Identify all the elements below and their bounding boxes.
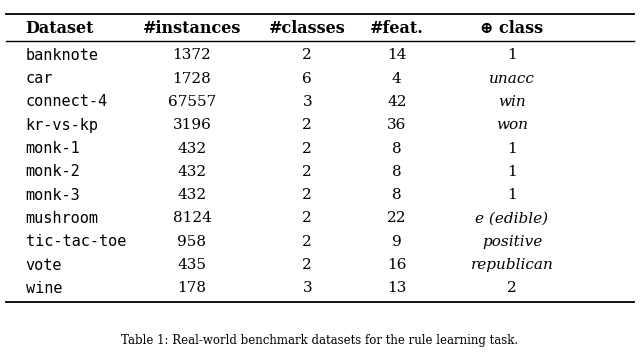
Text: 3: 3 [302,95,312,109]
Text: wine: wine [26,281,62,296]
Text: 435: 435 [177,258,207,272]
Text: won: won [496,118,528,132]
Text: car: car [26,71,53,86]
Text: 67557: 67557 [168,95,216,109]
Text: 1: 1 [507,48,517,62]
Text: 2: 2 [302,165,312,179]
Text: 36: 36 [387,118,406,132]
Text: ⊕ class: ⊕ class [481,20,543,37]
Text: 2: 2 [302,235,312,249]
Text: win: win [498,95,526,109]
Text: republican: republican [470,258,554,272]
Text: e (edible): e (edible) [476,212,548,225]
Text: 1: 1 [507,142,517,155]
Text: 2: 2 [302,258,312,272]
Text: 2: 2 [302,118,312,132]
Text: 8124: 8124 [173,212,211,225]
Text: 42: 42 [387,95,406,109]
Text: 1728: 1728 [173,72,211,86]
Text: 22: 22 [387,212,406,225]
Text: kr-vs-kp: kr-vs-kp [26,118,99,133]
Text: #instances: #instances [143,20,241,37]
Text: 178: 178 [177,281,207,295]
Text: 2: 2 [302,142,312,155]
Text: tic-tac-toe: tic-tac-toe [26,234,126,249]
Text: #classes: #classes [269,20,346,37]
Text: unacc: unacc [489,72,535,86]
Text: 1372: 1372 [173,48,211,62]
Text: 9: 9 [392,235,402,249]
Text: 13: 13 [387,281,406,295]
Text: 4: 4 [392,72,402,86]
Text: 2: 2 [302,48,312,62]
Text: 958: 958 [177,235,207,249]
Text: 1: 1 [507,165,517,179]
Text: 2: 2 [302,212,312,225]
Text: 432: 432 [177,142,207,155]
Text: 16: 16 [387,258,406,272]
Text: mushroom: mushroom [26,211,99,226]
Text: monk-1: monk-1 [26,141,81,156]
Text: Dataset: Dataset [26,20,94,37]
Text: 432: 432 [177,188,207,202]
Text: 6: 6 [302,72,312,86]
Text: 3196: 3196 [173,118,211,132]
Text: 8: 8 [392,165,402,179]
Text: #feat.: #feat. [370,20,424,37]
Text: 14: 14 [387,48,406,62]
Text: 2: 2 [302,188,312,202]
Text: 432: 432 [177,165,207,179]
Text: vote: vote [26,257,62,273]
Text: 1: 1 [507,188,517,202]
Text: Table 1: Real-world benchmark datasets for the rule learning task.: Table 1: Real-world benchmark datasets f… [122,334,518,347]
Text: monk-3: monk-3 [26,188,81,203]
Text: connect-4: connect-4 [26,94,108,109]
Text: monk-2: monk-2 [26,164,81,179]
Text: 8: 8 [392,188,402,202]
Text: 3: 3 [302,281,312,295]
Text: 8: 8 [392,142,402,155]
Text: 2: 2 [507,281,517,295]
Text: banknote: banknote [26,48,99,63]
Text: positive: positive [482,235,542,249]
